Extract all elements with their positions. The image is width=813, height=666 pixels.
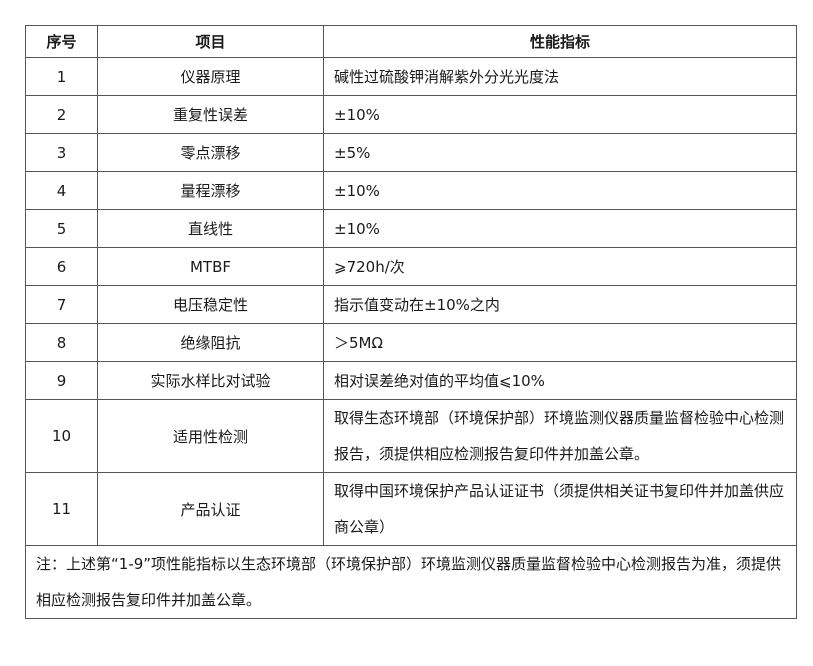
row-number: 7 [25,285,98,324]
header-spec: 性能指标 [323,25,797,58]
row-spec: ±10% [323,209,797,248]
row-spec: ±10% [323,171,797,210]
row-number: 1 [25,57,98,96]
table-row: 1 仪器原理 碱性过硫酸钾消解紫外分光光度法 [25,57,797,96]
row-number: 3 [25,133,98,172]
row-item: 实际水样比对试验 [97,361,324,400]
header-no: 序号 [25,25,98,58]
row-number: 10 [25,399,98,473]
table-row: 7 电压稳定性 指示值变动在±10%之内 [25,285,797,324]
row-spec: ±10% [323,95,797,134]
note-row: 注：上述第“1-9”项性能指标以生态环境部（环境保护部）环境监测仪器质量监督检验… [25,545,797,619]
row-number: 8 [25,323,98,362]
row-item: 直线性 [97,209,324,248]
row-number: 11 [25,472,98,546]
row-item: 电压稳定性 [97,285,324,324]
row-spec: 相对误差绝对值的平均值⩽10% [323,361,797,400]
row-spec: 碱性过硫酸钾消解紫外分光光度法 [323,57,797,96]
spec-table: 序号 项目 性能指标 1 仪器原理 碱性过硫酸钾消解紫外分光光度法 2 重复性误差 ±10… [25,25,797,619]
table-row: 3 零点漂移 ±5% [25,133,797,172]
table-row: 8 绝缘阻抗 ＞5MΩ [25,323,797,362]
header-item: 项目 [97,25,324,58]
table-row: 10 适用性检测 取得生态环境部（环境保护部）环境监测仪器质量监督检验中心检测报告，… [25,399,797,473]
row-number: 4 [25,171,98,210]
row-item: 产品认证 [97,472,324,546]
table-row: 11 产品认证 取得中国环境保护产品认证证书（须提供相关证书复印件并加盖供应商公章） [25,472,797,546]
table-row: 4 量程漂移 ±10% [25,171,797,210]
row-spec: 取得中国环境保护产品认证证书（须提供相关证书复印件并加盖供应商公章） [323,472,797,546]
row-item: 绝缘阻抗 [97,323,324,362]
row-spec: 取得生态环境部（环境保护部）环境监测仪器质量监督检验中心检测报告，须提供相应检测… [323,399,797,473]
row-number: 6 [25,247,98,286]
table-row: 2 重复性误差 ±10% [25,95,797,134]
row-spec: ＞5MΩ [323,323,797,362]
row-item: 适用性检测 [97,399,324,473]
table-row: 6 MTBF ⩾720h/次 [25,247,797,286]
row-item: 仪器原理 [97,57,324,96]
row-item: 重复性误差 [97,95,324,134]
row-item: 零点漂移 [97,133,324,172]
table-row: 9 实际水样比对试验 相对误差绝对值的平均值⩽10% [25,361,797,400]
row-number: 5 [25,209,98,248]
row-spec: 指示值变动在±10%之内 [323,285,797,324]
row-spec: ⩾720h/次 [323,247,797,286]
note-text: 注：上述第“1-9”项性能指标以生态环境部（环境保护部）环境监测仪器质量监督检验… [25,545,797,619]
header-row: 序号 项目 性能指标 [25,25,797,58]
table-row: 5 直线性 ±10% [25,209,797,248]
row-number: 2 [25,95,98,134]
row-item: MTBF [97,247,324,286]
row-spec: ±5% [323,133,797,172]
row-number: 9 [25,361,98,400]
row-item: 量程漂移 [97,171,324,210]
